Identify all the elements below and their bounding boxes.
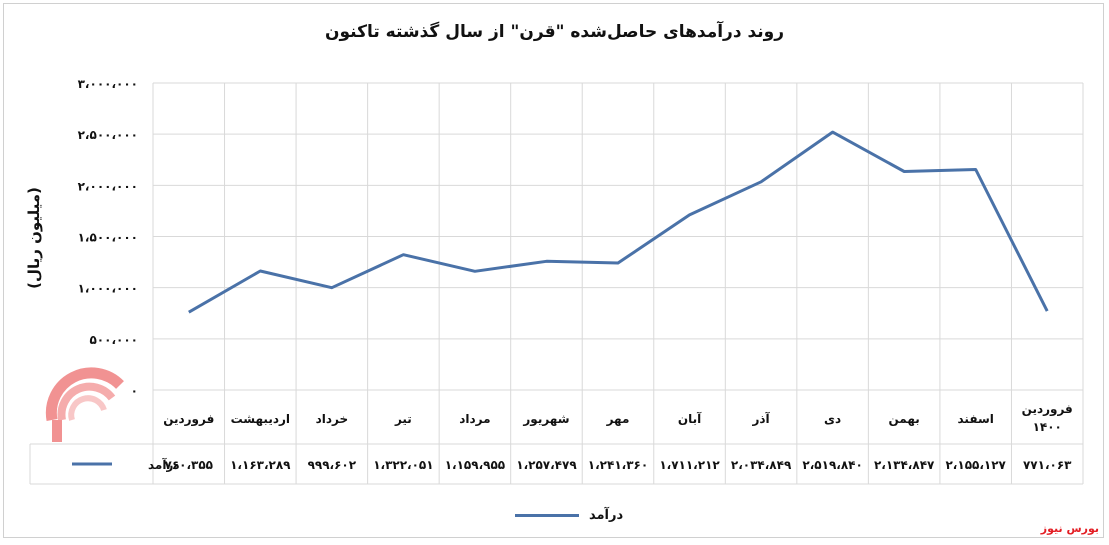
x-tick-label-8: آذر: [751, 411, 770, 426]
y-tick-label-3: ۱،۵۰۰،۰۰۰: [78, 231, 138, 245]
legend: درآمد: [515, 505, 623, 525]
x-tick-label-5: شهریور: [522, 412, 569, 427]
x-tick-label-10: بهمن: [889, 412, 920, 426]
chart-frame: [3, 3, 1104, 538]
logo-arc-outer: [45, 367, 124, 421]
data-table-value-5: ۱،۲۵۷،۴۷۹: [516, 458, 577, 472]
x-tick-label-11: اسفند: [957, 412, 993, 426]
x-tick-label-1: اردیبهشت: [231, 412, 290, 426]
data-table-value-0: ۷۶۰،۳۵۵: [165, 458, 214, 472]
data-table-value-6: ۱،۲۴۱،۳۶۰: [588, 458, 648, 472]
x-tick-label-12: فروردین ۱۴۰۰: [1022, 402, 1073, 434]
data-table-value-4: ۱،۱۵۹،۹۵۵: [445, 458, 505, 472]
legend-swatch: [515, 513, 579, 517]
logo-arc-inner: [68, 395, 107, 421]
y-tick-label-2: ۱،۰۰۰،۰۰۰: [78, 282, 138, 296]
source-label: بورس نیوز: [1040, 522, 1099, 535]
data-table-value-3: ۱،۳۲۲،۰۵۱: [373, 458, 433, 472]
data-table-value-7: ۱،۷۱۱،۲۱۲: [659, 458, 720, 472]
y-tick-label-6: ۳،۰۰۰،۰۰۰: [78, 77, 138, 91]
data-table-value-11: ۲،۱۵۵،۱۲۷: [945, 458, 1006, 472]
series-line-income: [188, 130, 1049, 314]
bourse-news-watermark-logo: [45, 367, 124, 442]
data-table-value-9: ۲،۵۱۹،۸۴۰: [802, 458, 862, 472]
x-tick-label-4: مرداد: [459, 412, 490, 426]
x-tick-label-0: فروردین: [163, 412, 214, 427]
x-tick-label-3: تیر: [394, 412, 412, 426]
x-tick-label-7: آبان: [678, 411, 702, 426]
y-tick-label-5: ۲،۵۰۰،۰۰۰: [78, 128, 138, 142]
chart-title: روند درآمدهای حاصل‌شده "قرن" از سال گذشت…: [324, 22, 785, 42]
x-tick-label-6: مهر: [606, 412, 630, 426]
data-table-value-10: ۲،۱۳۴،۸۴۷: [874, 458, 935, 472]
y-tick-label-1: ۵۰۰،۰۰۰: [89, 333, 138, 347]
legend-label: درآمد: [589, 507, 624, 523]
table-series-label: درآمد: [148, 457, 180, 472]
y-tick-label-0: ۰: [131, 384, 138, 398]
data-table-value-8: ۲،۰۳۴،۸۴۹: [731, 458, 792, 472]
data-table-value-2: ۹۹۹،۶۰۲: [308, 458, 357, 472]
logo-arc-mid: [57, 382, 116, 421]
x-tick-label-2: خرداد: [316, 412, 349, 426]
y-tick-label-4: ۲،۰۰۰،۰۰۰: [78, 179, 138, 193]
data-table-value-12: ۷۷۱،۰۶۳: [1023, 458, 1072, 472]
x-tick-label-9: دی: [824, 412, 841, 426]
data-table-value-1: ۱،۱۶۳،۲۸۹: [230, 458, 291, 472]
logo-stem: [52, 420, 62, 442]
